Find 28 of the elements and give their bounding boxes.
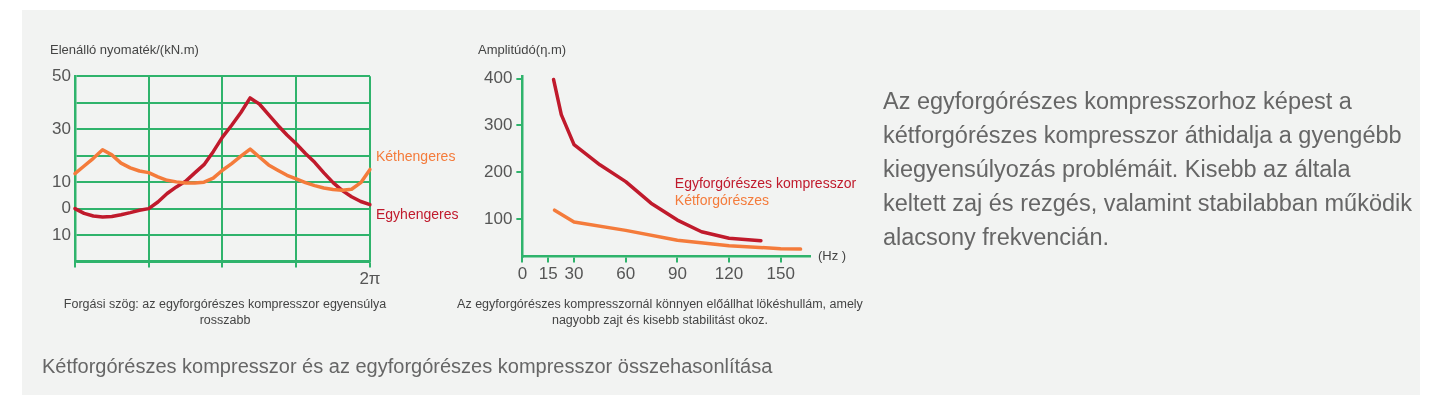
y-tick-label: 0 (61, 198, 71, 218)
x-tick-label: 0 (517, 264, 528, 284)
x-axis-title: (Hz ) (818, 248, 847, 264)
y-tick-label: 200 (483, 161, 513, 181)
text: Kétforgórészes (674, 192, 769, 209)
text: Az egyforgórészes kompresszorhoz képest a kétforgórészes kompresszor áthidalja a gyengébb kiegyensúlyozás problémáit. Kisebb az általa keltett zaj és rezgés, valamint stabilabban működik alacsony frekvencián. (883, 87, 1413, 252)
text: Kétforgórészes kompresszor és az egyforgórészes kompresszor összehasonlítása (42, 355, 773, 378)
text: Az egyforgórészes kompresszornál könnyen előállhat lökéshullám, amely nagyobb zajt és kisebb stabilitást okoz. (456, 296, 864, 328)
text: Forgási szög: az egyforgórészes kompresszor egyensúlya rosszabb (62, 296, 388, 328)
y-tick-label: 100 (483, 208, 513, 228)
x-tick-label: 60 (616, 264, 636, 284)
series-label: Kéthengeres (376, 148, 456, 165)
y-tick-label: 300 (483, 115, 513, 135)
y-tick-label: 400 (483, 68, 513, 88)
y-tick-label: 10 (51, 171, 71, 191)
x-tick-label: 15 (538, 264, 558, 284)
y-axis-title: Elenálló nyomaték/(kN.m) (50, 42, 199, 57)
y-tick-label: 50 (51, 65, 71, 85)
x-tick-label: 90 (667, 264, 687, 284)
x-tick-label: 2π (359, 269, 381, 289)
series-label: Egyhengeres (376, 205, 459, 222)
x-tick-label: 150 (766, 264, 795, 284)
y-tick-label: 30 (51, 118, 71, 138)
x-tick-label: 120 (714, 264, 744, 284)
x-tick-label: 30 (564, 264, 584, 284)
series-label: Egyforgórészes kompresszor (674, 175, 857, 192)
y-tick-label: 10 (51, 224, 71, 244)
y-axis-title: Amplitúdó(η.m) (478, 42, 567, 57)
